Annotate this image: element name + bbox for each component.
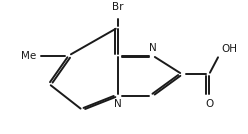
Text: O: O (205, 98, 213, 109)
Text: N: N (114, 98, 122, 109)
Text: OH: OH (221, 44, 237, 54)
Text: Br: Br (112, 2, 124, 12)
Text: N: N (149, 43, 156, 53)
Text: Me: Me (21, 51, 36, 61)
